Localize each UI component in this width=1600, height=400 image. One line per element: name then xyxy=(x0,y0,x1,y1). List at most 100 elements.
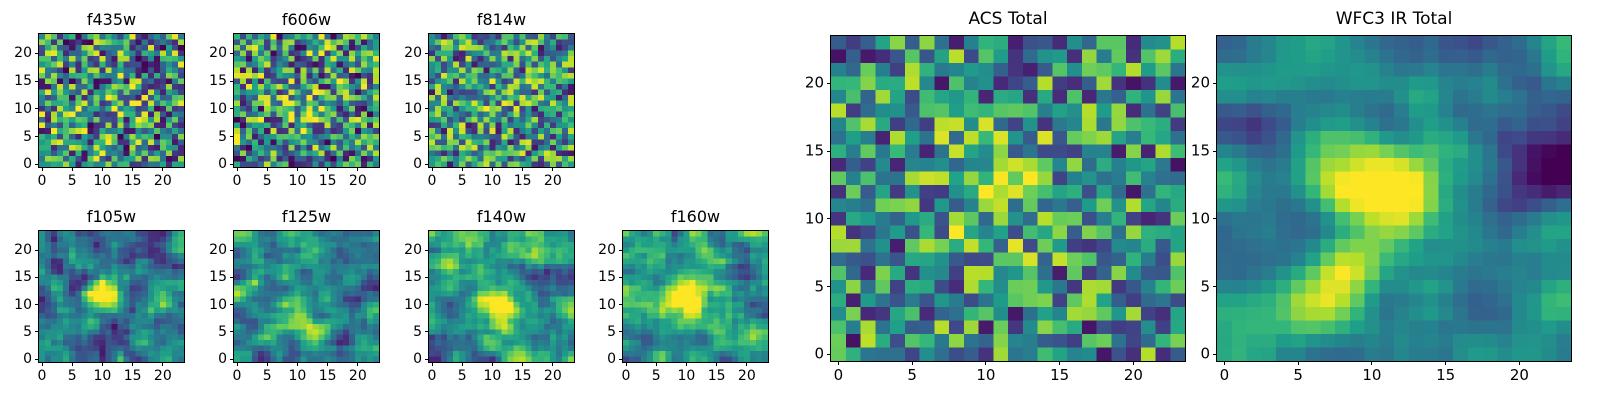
y-tick-label: 20 xyxy=(404,45,422,62)
x-tick-mark xyxy=(746,362,748,366)
x-tick-label: 15 xyxy=(513,173,532,189)
x-tick-mark xyxy=(1059,361,1061,365)
y-tick-label: 0 xyxy=(218,351,227,368)
heatmap-f160w xyxy=(623,231,768,362)
y-tick-label: 0 xyxy=(23,156,32,173)
y-tick-label: 20 xyxy=(1190,73,1210,92)
y-tick-label: 10 xyxy=(14,296,32,313)
y-tick-label: 5 xyxy=(23,323,32,340)
y-tick-mark xyxy=(230,80,234,82)
y-tick-mark xyxy=(35,304,39,306)
x-tick-mark xyxy=(461,167,463,171)
y-tick-mark xyxy=(230,163,234,165)
y-tick-label: 10 xyxy=(209,100,227,117)
x-tick-mark xyxy=(431,167,433,171)
y-tick-label: 5 xyxy=(218,323,227,340)
x-tick-mark xyxy=(1223,361,1225,365)
x-tick-label: 5 xyxy=(457,173,467,189)
x-tick-label: 5 xyxy=(457,368,467,384)
x-tick-mark xyxy=(71,167,73,171)
y-tick-mark xyxy=(35,52,39,54)
x-tick-mark xyxy=(625,362,627,366)
heatmap-f814w xyxy=(429,34,574,167)
y-tick-mark xyxy=(35,249,39,251)
x-tick-mark xyxy=(655,362,657,366)
panel-title-f814w: f814w xyxy=(476,10,527,29)
x-tick-mark xyxy=(552,167,554,171)
x-tick-label: 0 xyxy=(1219,366,1230,384)
y-tick-label: 15 xyxy=(14,269,32,286)
x-tick-label: 10 xyxy=(677,368,696,384)
y-tick-mark xyxy=(35,80,39,82)
y-tick-mark xyxy=(619,249,623,251)
panel-f125w: f125w 0 5 10 15 20 0 5 10 15 20 xyxy=(209,207,380,383)
x-tick-label: 0 xyxy=(232,173,242,189)
x-tick-mark xyxy=(911,361,913,365)
y-tick-label: 5 xyxy=(23,128,32,145)
y-tick-mark xyxy=(425,358,429,360)
y-tick-mark xyxy=(35,276,39,278)
y-tick-label: 10 xyxy=(1190,209,1210,228)
panel-f435w: f435w 0 5 10 15 20 0 5 10 15 20 xyxy=(14,10,185,188)
x-tick-label: 20 xyxy=(543,173,562,189)
y-tick-label: 15 xyxy=(14,73,32,90)
y-tick-mark xyxy=(425,163,429,165)
y-tick-label: 20 xyxy=(804,73,824,92)
y-tick-mark xyxy=(425,52,429,54)
x-tick-label: 10 xyxy=(483,173,502,189)
y-tick-mark xyxy=(35,358,39,360)
x-tick-label: 20 xyxy=(348,368,367,384)
x-tick-label: 0 xyxy=(37,368,47,384)
panel-f814w: f814w 0 5 10 15 20 0 5 10 15 20 xyxy=(404,10,575,188)
y-tick-label: 15 xyxy=(209,269,227,286)
y-tick-label: 15 xyxy=(804,141,824,160)
x-tick-label: 5 xyxy=(651,368,661,384)
x-tick-label: 20 xyxy=(153,173,172,189)
heatmap-f105w xyxy=(39,231,184,362)
panel-title-f435w: f435w xyxy=(86,10,137,29)
x-tick-label: 15 xyxy=(707,368,726,384)
x-tick-label: 15 xyxy=(513,368,532,384)
y-tick-mark xyxy=(1213,218,1217,220)
panel-title-f125w: f125w xyxy=(281,207,332,226)
heatmap-acs-total xyxy=(831,36,1185,361)
x-tick-mark xyxy=(71,362,73,366)
x-tick-label: 5 xyxy=(262,173,272,189)
x-tick-mark xyxy=(1371,361,1373,365)
y-tick-label: 5 xyxy=(413,128,422,145)
y-tick-mark xyxy=(425,249,429,251)
panel-title-f606w: f606w xyxy=(281,10,332,29)
panel-title-wfc3-ir-total: WFC3 IR Total xyxy=(1335,9,1453,29)
x-tick-mark xyxy=(522,167,524,171)
y-tick-label: 15 xyxy=(404,269,422,286)
x-tick-mark xyxy=(716,362,718,366)
y-tick-mark xyxy=(230,52,234,54)
y-tick-label: 15 xyxy=(404,73,422,90)
x-tick-mark xyxy=(685,362,687,366)
panel-title-f160w: f160w xyxy=(670,207,721,226)
x-tick-label: 20 xyxy=(153,368,172,384)
panel-f140w: f140w 0 5 10 15 20 0 5 10 15 20 xyxy=(404,207,575,383)
x-tick-mark xyxy=(266,167,268,171)
y-tick-mark xyxy=(827,286,831,288)
x-tick-mark xyxy=(236,362,238,366)
x-tick-label: 10 xyxy=(976,366,996,384)
y-tick-mark xyxy=(1213,286,1217,288)
y-tick-label: 20 xyxy=(209,45,227,62)
y-tick-label: 20 xyxy=(14,242,32,259)
y-tick-label: 10 xyxy=(404,296,422,313)
y-tick-label: 0 xyxy=(413,156,422,173)
y-tick-label: 0 xyxy=(413,351,422,368)
x-tick-label: 5 xyxy=(67,173,77,189)
x-tick-mark xyxy=(41,362,43,366)
x-tick-label: 15 xyxy=(1050,366,1070,384)
x-tick-label: 5 xyxy=(67,368,77,384)
y-tick-label: 5 xyxy=(413,323,422,340)
y-tick-label: 10 xyxy=(598,296,616,313)
x-tick-label: 20 xyxy=(543,368,562,384)
y-tick-label: 10 xyxy=(14,100,32,117)
x-tick-mark xyxy=(101,167,103,171)
y-tick-mark xyxy=(230,358,234,360)
x-tick-label: 5 xyxy=(907,366,917,384)
